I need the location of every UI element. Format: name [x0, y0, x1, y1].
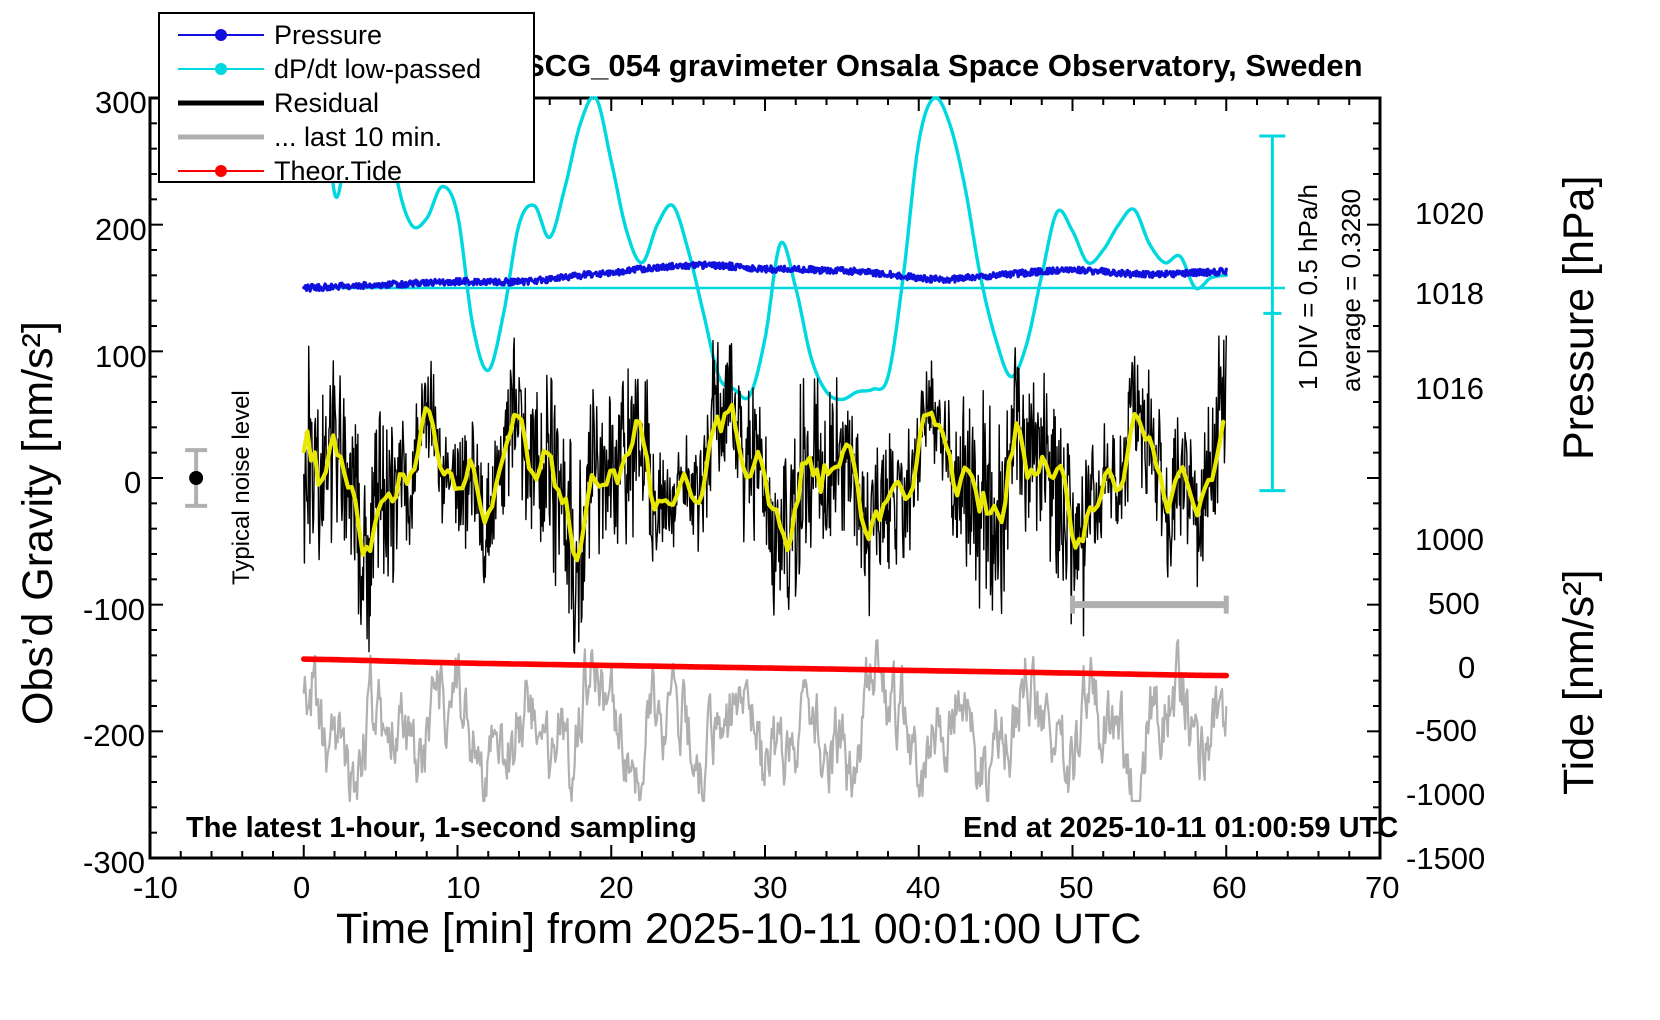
legend-label: Theor.Tide [274, 155, 403, 186]
y-axis-left-title: Obs’d Gravity [nm/s²] [14, 321, 62, 725]
legend-swatch-last10 [178, 120, 264, 154]
x-tick-label: 10 [446, 870, 481, 905]
x-axis-title: Time [min] from 2025-10-11 00:01:00 UTC [336, 905, 1142, 953]
pressure-tick-label: 1016 [1415, 371, 1484, 406]
tide-tick-label: 1000 [1415, 522, 1484, 557]
dpdt-average-label: average = 0.3280 [1336, 188, 1366, 392]
pressure-tick-label: 1018 [1415, 276, 1484, 311]
x-tick-label: 20 [599, 870, 634, 905]
tide-tick-label: 500 [1428, 586, 1480, 621]
x-tick-label: 70 [1365, 870, 1400, 905]
data-series [301, 96, 1285, 803]
pressure-tick-label: 1020 [1415, 196, 1484, 231]
y-tick-label: -200 [83, 718, 146, 753]
x-tick-label: 0 [293, 870, 311, 905]
tide-tick-label: -500 [1415, 713, 1478, 748]
legend-swatch-tide [178, 154, 264, 188]
y-axis-right-pressure-title: Pressure [hPa] [1555, 175, 1603, 460]
x-tick-label: 50 [1059, 870, 1094, 905]
y-tick-label: -300 [83, 845, 146, 880]
x-tick-label: 30 [753, 870, 788, 905]
dpdt-div-scale-label: 1 DIV = 0.5 hPa/h [1293, 184, 1323, 390]
typical-noise-level-label: Typical noise level [228, 390, 255, 585]
legend-swatch-pressure [178, 18, 264, 52]
chart-markers [185, 134, 1286, 614]
legend-swatch-residual [178, 86, 264, 120]
chart-title: SCG_054 gravimeter Onsala Space Observat… [524, 48, 1363, 83]
y-tick-label: -100 [83, 592, 146, 627]
tide-tick-label: -1500 [1406, 841, 1486, 876]
y-tick-label: 200 [95, 212, 147, 247]
y-tick-label: 100 [95, 339, 147, 374]
y-tick-label: 300 [95, 85, 147, 120]
legend-swatch-dpdt [178, 52, 264, 86]
chart-legend: Pressure dP/dt low-passed Residual ... l… [158, 12, 535, 186]
legend-label: ... last 10 min. [274, 121, 443, 152]
footer-right-note: End at 2025-10-11 01:00:59 UTC [963, 812, 1399, 844]
legend-label: Residual [274, 87, 380, 118]
tide-tick-label: -1000 [1406, 777, 1486, 812]
y-tick-label: 0 [124, 465, 142, 500]
legend-item[interactable]: dP/dt low-passed [178, 52, 533, 86]
legend-item[interactable]: Residual [178, 86, 533, 120]
legend-item[interactable]: ... last 10 min. [178, 120, 533, 154]
x-tick-label: 40 [906, 870, 941, 905]
legend-label: dP/dt low-passed [274, 53, 482, 84]
x-tick-label: -10 [133, 870, 178, 905]
legend-item[interactable]: Theor.Tide [178, 154, 533, 188]
y-axis-right-tide-title: Tide [nm/s²] [1555, 569, 1603, 795]
legend-label: Pressure [274, 19, 383, 50]
footer-left-note: The latest 1-hour, 1-second sampling [186, 812, 697, 844]
legend-item[interactable]: Pressure [178, 18, 533, 52]
tide-tick-label: 0 [1458, 650, 1476, 685]
x-tick-label: 60 [1212, 870, 1247, 905]
